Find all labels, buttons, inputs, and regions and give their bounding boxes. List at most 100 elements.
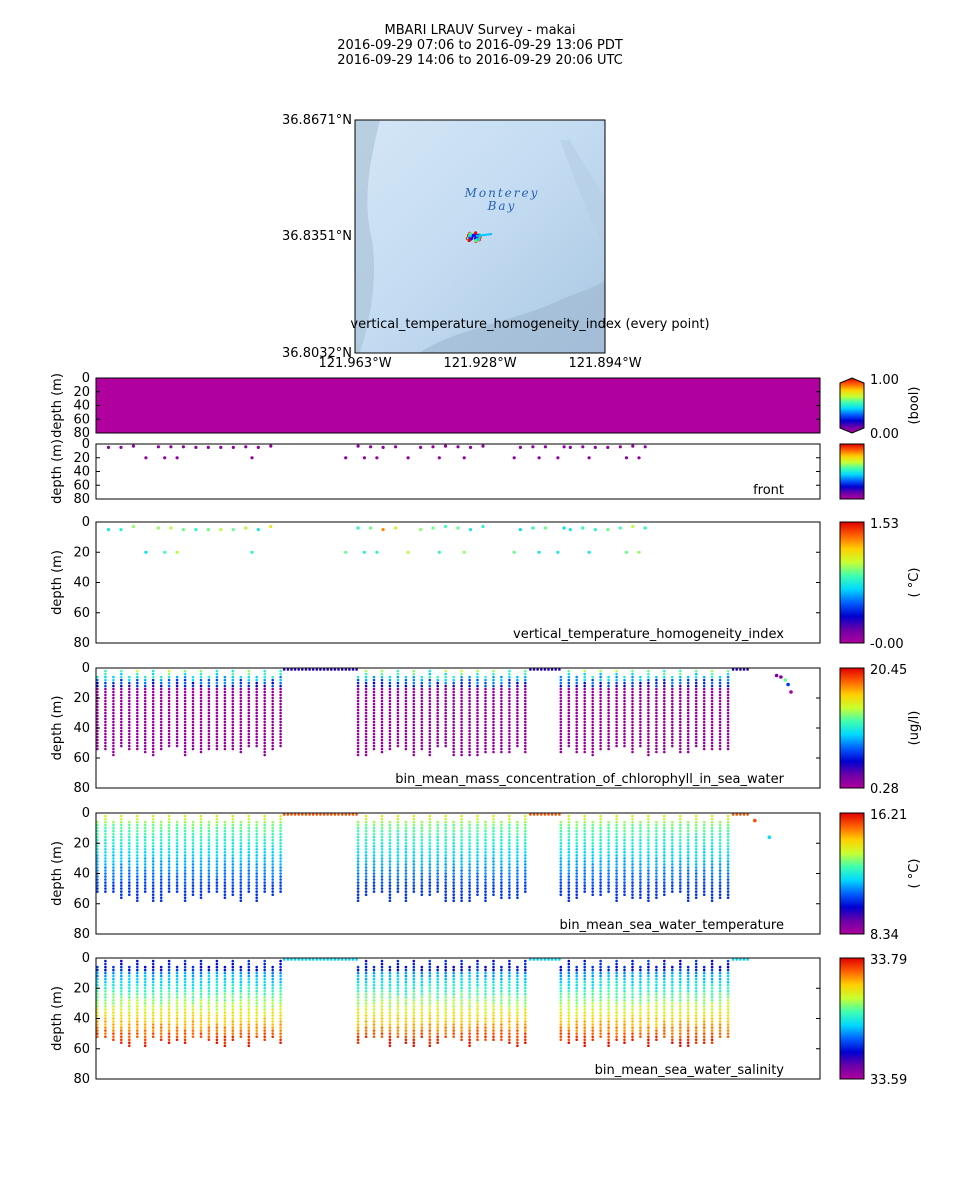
data-point: [388, 835, 392, 839]
data-point: [452, 965, 456, 969]
data-point: [583, 848, 586, 851]
data-point: [663, 726, 666, 730]
data-point: [143, 1005, 147, 1008]
data-point: [396, 999, 400, 1002]
data-point: [679, 814, 682, 818]
data-point: [452, 996, 456, 999]
data-point: [468, 835, 471, 839]
data-point: [215, 980, 219, 984]
data-point: [679, 842, 682, 845]
data-point: [404, 678, 408, 682]
data-point: [250, 550, 254, 554]
data-point: [215, 996, 219, 999]
data-point: [183, 675, 187, 679]
data-point: [167, 1011, 171, 1014]
data-point: [380, 711, 384, 715]
data-point: [468, 1041, 471, 1044]
data-point: [215, 738, 219, 742]
data-point: [167, 735, 171, 739]
data-point: [255, 854, 258, 857]
data-point: [516, 678, 519, 682]
data-point: [412, 860, 416, 863]
data-point: [468, 699, 471, 703]
data-point: [159, 835, 163, 839]
data-point: [462, 456, 466, 460]
data-point: [404, 708, 408, 712]
data-point: [112, 1017, 115, 1020]
data-point: [468, 987, 471, 990]
data-point: [215, 817, 219, 821]
data-point: [175, 1038, 179, 1041]
data-point: [239, 1014, 243, 1017]
data-point: [615, 842, 618, 845]
data-point: [136, 971, 139, 975]
data-point: [452, 854, 456, 857]
data-point: [263, 829, 267, 833]
data-point: [263, 1023, 267, 1026]
data-point: [112, 1005, 115, 1008]
data-point: [388, 744, 392, 748]
data-point: [631, 835, 634, 839]
data-point: [263, 1038, 267, 1041]
data-point: [215, 965, 219, 969]
data-point: [199, 723, 203, 727]
data-point: [671, 675, 674, 679]
data-point: [151, 672, 155, 676]
data-point: [96, 681, 99, 685]
data-point: [726, 699, 730, 703]
data-point: [702, 848, 706, 851]
data-point: [223, 687, 227, 691]
data-point: [694, 875, 698, 878]
data-point: [372, 738, 376, 742]
data-point: [428, 817, 432, 821]
data-point: [631, 675, 634, 679]
data-point: [663, 851, 666, 854]
data-point: [223, 1008, 227, 1011]
data-point: [239, 675, 243, 679]
data-point: [263, 866, 267, 869]
data-point: [167, 962, 171, 966]
data-point: [104, 699, 107, 703]
y-tick-label: 0: [82, 371, 90, 386]
data-point: [460, 838, 463, 842]
data-point: [388, 996, 392, 999]
data-point: [599, 699, 602, 703]
data-point: [452, 990, 456, 993]
data-point: [167, 717, 171, 721]
data-point: [607, 726, 610, 730]
data-point: [143, 851, 147, 854]
data-point: [702, 878, 706, 881]
data-point: [508, 881, 511, 884]
data-point: [271, 732, 275, 736]
data-point: [163, 550, 167, 554]
data-point: [710, 717, 714, 721]
data-point: [420, 993, 424, 996]
data-point: [500, 711, 503, 715]
data-point: [404, 1017, 408, 1020]
data-point: [143, 842, 147, 845]
data-point: [686, 687, 690, 691]
data-point: [428, 823, 432, 827]
data-point: [96, 826, 99, 830]
data-point: [436, 848, 440, 851]
data-point: [679, 717, 682, 721]
data-point: [372, 887, 376, 890]
data-point: [468, 720, 471, 724]
data-point: [128, 869, 131, 872]
data-point: [364, 866, 368, 869]
data-point: [702, 732, 706, 736]
data-point: [183, 732, 187, 736]
data-point: [559, 735, 563, 739]
data-point: [639, 732, 642, 736]
data-point: [151, 1002, 155, 1005]
data-point: [199, 1011, 203, 1014]
data-point: [468, 983, 471, 987]
data-point: [583, 820, 586, 824]
data-point: [468, 899, 471, 902]
data-point: [436, 826, 440, 830]
data-point: [183, 729, 187, 733]
data-point: [215, 690, 219, 694]
panel-frame: [95, 521, 821, 644]
data-point: [191, 717, 195, 721]
data-point: [380, 1023, 384, 1026]
